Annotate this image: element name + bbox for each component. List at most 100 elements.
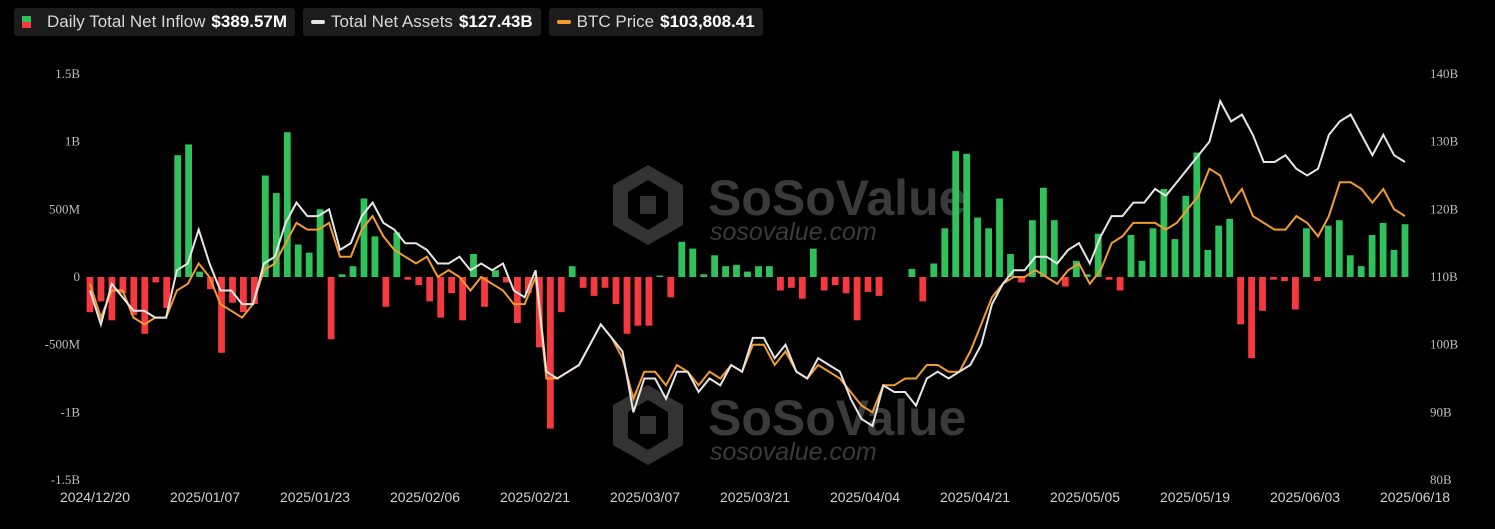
inflow-bar[interactable] [218,277,225,353]
inflow-bar[interactable] [261,175,269,278]
inflow-bar[interactable] [338,274,346,277]
inflow-bar[interactable] [360,198,368,278]
inflow-bar[interactable] [371,236,379,277]
inflow-bar[interactable] [1083,274,1091,277]
inflow-bar[interactable] [1379,222,1387,277]
inflow-bar[interactable] [1029,220,1036,277]
inflow-bar[interactable] [820,277,828,291]
inflow-bar[interactable] [1138,260,1146,277]
inflow-bar[interactable] [514,277,521,323]
inflow-bar[interactable] [1040,187,1047,277]
inflow-bar[interactable] [1171,239,1179,277]
inflow-bar[interactable] [404,277,412,280]
inflow-bar[interactable] [974,217,981,278]
inflow-bar[interactable] [229,277,236,303]
inflow-bar[interactable] [393,232,401,277]
inflow-bar[interactable] [492,270,499,277]
inflow-bar[interactable] [612,277,620,305]
inflow-bar[interactable] [930,263,938,278]
inflow-bar[interactable] [766,266,773,277]
inflow-bar[interactable] [437,277,445,318]
inflow-bar[interactable] [1281,277,1288,282]
inflow-bar[interactable] [798,277,806,299]
inflow-bar[interactable] [1368,235,1376,277]
inflow-bar[interactable] [119,277,127,294]
inflow-bar[interactable] [470,254,477,277]
inflow-bar[interactable] [1094,233,1102,277]
inflow-bar[interactable] [1007,254,1014,277]
inflow-bar[interactable] [1259,277,1266,311]
inflow-bar[interactable] [130,277,138,315]
inflow-bar[interactable] [1018,277,1025,283]
inflow-bar[interactable] [711,255,718,277]
inflow-bar[interactable] [623,277,631,334]
inflow-bar[interactable] [842,277,850,294]
inflow-bar[interactable] [1292,277,1299,310]
inflow-bar[interactable] [1116,277,1124,291]
inflow-bar[interactable] [196,271,203,277]
inflow-bar[interactable] [831,277,839,286]
inflow-bar[interactable] [985,228,992,277]
inflow-bar[interactable] [1401,224,1409,277]
inflow-bar[interactable] [382,277,390,307]
inflow-bar[interactable] [744,271,751,277]
inflow-bar[interactable] [185,144,192,277]
inflow-bar[interactable] [700,274,708,277]
inflow-bar[interactable] [524,277,532,294]
inflow-bar[interactable] [634,277,642,326]
inflow-bar[interactable] [755,266,762,277]
inflow-bar[interactable] [557,277,565,313]
inflow-bar[interactable] [546,277,554,429]
inflow-bar[interactable] [481,277,488,307]
inflow-bar[interactable] [152,277,160,283]
inflow-bar[interactable] [1324,225,1332,277]
inflow-bar[interactable] [864,277,872,292]
inflow-bar[interactable] [809,248,817,277]
inflow-bar[interactable] [503,277,510,283]
inflow-bar[interactable] [1127,235,1135,277]
inflow-bar[interactable] [448,277,455,294]
legend-inflow[interactable]: Daily Total Net Inflow $389.57M [14,8,296,36]
inflow-bar[interactable] [1270,277,1277,280]
inflow-bar[interactable] [733,264,740,277]
inflow-bar[interactable] [163,277,171,309]
inflow-bar[interactable] [1313,277,1321,282]
inflow-bar[interactable] [875,277,883,296]
inflow-bar[interactable] [787,277,795,288]
inflow-bar[interactable] [656,275,664,277]
inflow-bar[interactable] [97,277,105,302]
inflow-bar[interactable] [919,277,927,302]
inflow-bar[interactable] [579,277,587,288]
inflow-bar[interactable] [283,132,291,277]
inflow-bar[interactable] [207,277,214,290]
inflow-bar[interactable] [777,277,784,291]
inflow-bar[interactable] [305,252,313,277]
inflow-bar[interactable] [1357,266,1365,277]
inflow-bar[interactable] [174,155,182,277]
inflow-bar[interactable] [415,277,423,286]
inflow-bar[interactable] [1105,277,1113,280]
inflow-bar[interactable] [1237,277,1244,325]
inflow-bar[interactable] [952,151,960,277]
inflow-bar[interactable] [1215,225,1223,277]
inflow-bar[interactable] [853,277,861,321]
inflow-bar[interactable] [1193,152,1201,278]
inflow-bar[interactable] [294,244,302,278]
inflow-bar[interactable] [590,277,598,296]
inflow-bar[interactable] [240,277,247,313]
inflow-bar[interactable] [316,209,324,277]
inflow-bar[interactable] [1248,277,1255,359]
inflow-bar[interactable] [1204,249,1212,277]
inflow-bar[interactable] [141,277,149,334]
inflow-bar[interactable] [908,268,916,277]
inflow-bar[interactable] [459,277,466,321]
inflow-bar[interactable] [272,193,280,277]
inflow-bar[interactable] [1226,218,1234,277]
legend-btc[interactable]: BTC Price $103,808.41 [548,8,763,36]
inflow-bar[interactable] [1160,189,1168,277]
inflow-bar[interactable] [678,241,686,277]
inflow-bar[interactable] [1149,228,1157,277]
inflow-bar[interactable] [722,266,729,277]
inflow-bar[interactable] [1346,255,1354,277]
